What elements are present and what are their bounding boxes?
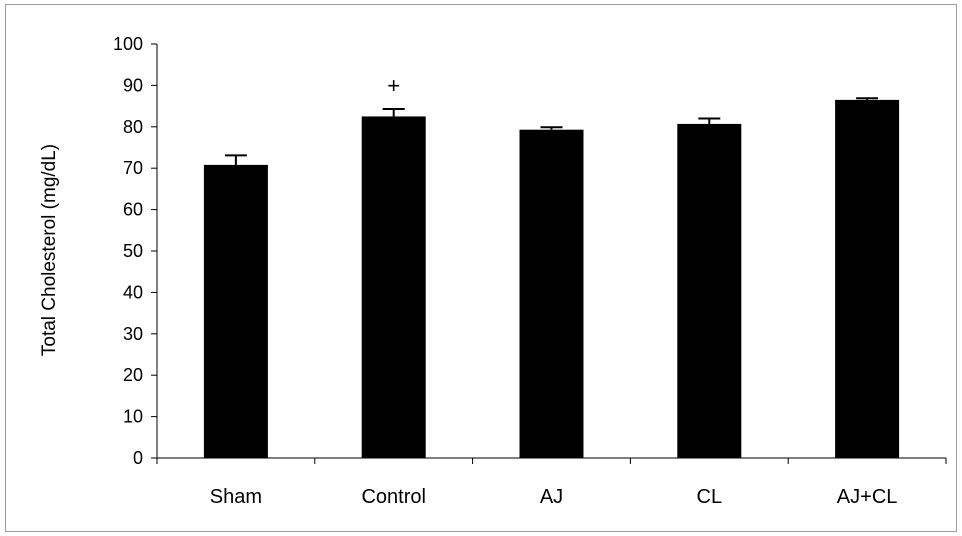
x-category-label: CL	[697, 486, 723, 508]
y-tick-label: 40	[123, 282, 143, 302]
y-tick-label: 0	[133, 448, 143, 468]
x-category-label: AJ+CL	[837, 486, 898, 508]
y-tick-label: 70	[123, 158, 143, 178]
y-tick-label: 30	[123, 324, 143, 344]
y-tick-label: 80	[123, 117, 143, 137]
y-tick-label: 20	[123, 365, 143, 385]
y-axis	[151, 43, 158, 459]
bar	[361, 116, 426, 458]
y-tick-label: 60	[123, 200, 143, 220]
y-axis-title: Total Cholesterol (mg/dL)	[39, 144, 60, 356]
bar	[677, 123, 742, 458]
x-axis	[156, 457, 947, 464]
bar	[203, 164, 268, 458]
y-tick-label: 50	[123, 241, 143, 261]
y-tick-label: 100	[113, 34, 143, 54]
bar	[835, 99, 900, 458]
x-category-label: Sham	[210, 486, 262, 508]
y-tick-label: 10	[123, 407, 143, 427]
bar	[519, 129, 584, 458]
x-category-label: Control	[361, 486, 425, 508]
bars	[203, 97, 900, 458]
labels: 0 10 20 30 40 50 60 70 80 90 100 Sham Control AJ CL AJ+…	[113, 34, 897, 508]
significance-marker: +	[387, 73, 400, 98]
x-category-label: AJ	[540, 486, 563, 508]
chart-frame	[5, 4, 957, 532]
y-tick-label: 90	[123, 75, 143, 95]
